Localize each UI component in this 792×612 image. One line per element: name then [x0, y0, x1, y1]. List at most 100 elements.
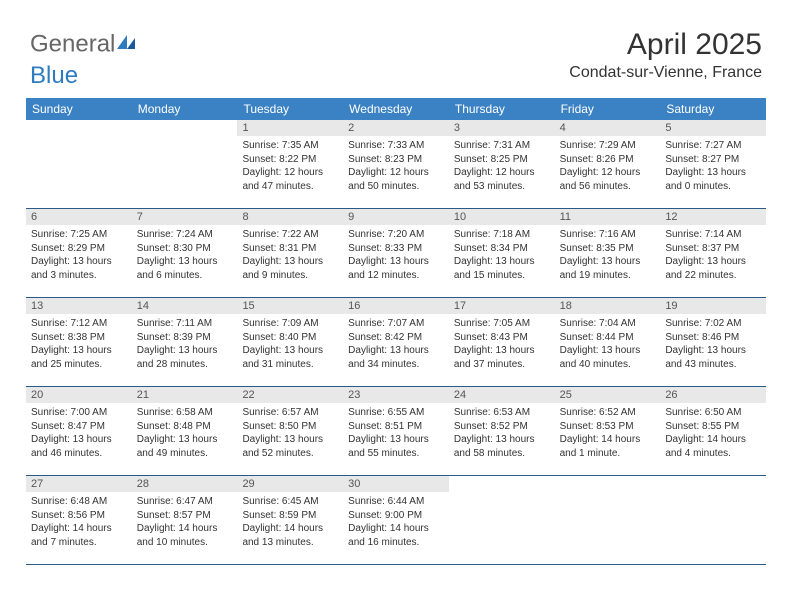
day-cell: 0: [660, 476, 766, 564]
date-number: 15: [237, 298, 343, 314]
daylight-text: Daylight: 14 hours and 7 minutes.: [31, 522, 127, 549]
day-header: Thursday: [449, 98, 555, 120]
day-body: Sunrise: 7:27 AMSunset: 8:27 PMDaylight:…: [660, 136, 766, 197]
logo-part2: Blue: [30, 62, 78, 89]
week-row: 001Sunrise: 7:35 AMSunset: 8:22 PMDaylig…: [26, 120, 766, 209]
date-number: 10: [449, 209, 555, 225]
sunset-text: Sunset: 8:48 PM: [137, 420, 233, 434]
daylight-text: Daylight: 13 hours and 12 minutes.: [348, 255, 444, 282]
daylight-text: Daylight: 13 hours and 46 minutes.: [31, 433, 127, 460]
date-number: 18: [555, 298, 661, 314]
week-row: 6Sunrise: 7:25 AMSunset: 8:29 PMDaylight…: [26, 209, 766, 298]
daylight-text: Daylight: 13 hours and 31 minutes.: [242, 344, 338, 371]
daylight-text: Daylight: 12 hours and 50 minutes.: [348, 166, 444, 193]
sunset-text: Sunset: 8:35 PM: [560, 242, 656, 256]
day-body: Sunrise: 7:14 AMSunset: 8:37 PMDaylight:…: [660, 225, 766, 286]
day-body: Sunrise: 7:12 AMSunset: 8:38 PMDaylight:…: [26, 314, 132, 375]
daylight-text: Daylight: 14 hours and 4 minutes.: [665, 433, 761, 460]
daylight-text: Daylight: 13 hours and 6 minutes.: [137, 255, 233, 282]
day-cell: 12Sunrise: 7:14 AMSunset: 8:37 PMDayligh…: [660, 209, 766, 297]
sunset-text: Sunset: 8:51 PM: [348, 420, 444, 434]
daylight-text: Daylight: 14 hours and 16 minutes.: [348, 522, 444, 549]
daylight-text: Daylight: 13 hours and 43 minutes.: [665, 344, 761, 371]
sunrise-text: Sunrise: 6:48 AM: [31, 495, 127, 509]
day-cell: 9Sunrise: 7:20 AMSunset: 8:33 PMDaylight…: [343, 209, 449, 297]
daylight-text: Daylight: 14 hours and 1 minute.: [560, 433, 656, 460]
sunrise-text: Sunrise: 7:27 AM: [665, 139, 761, 153]
sunset-text: Sunset: 8:37 PM: [665, 242, 761, 256]
sunset-text: Sunset: 8:30 PM: [137, 242, 233, 256]
day-body: Sunrise: 7:25 AMSunset: 8:29 PMDaylight:…: [26, 225, 132, 286]
day-body: Sunrise: 6:44 AMSunset: 9:00 PMDaylight:…: [343, 492, 449, 553]
sunset-text: Sunset: 8:40 PM: [242, 331, 338, 345]
date-number: 14: [132, 298, 238, 314]
sunrise-text: Sunrise: 7:00 AM: [31, 406, 127, 420]
day-body: Sunrise: 6:57 AMSunset: 8:50 PMDaylight:…: [237, 403, 343, 464]
day-body: Sunrise: 7:18 AMSunset: 8:34 PMDaylight:…: [449, 225, 555, 286]
sunrise-text: Sunrise: 7:12 AM: [31, 317, 127, 331]
daylight-text: Daylight: 13 hours and 49 minutes.: [137, 433, 233, 460]
date-number: 11: [555, 209, 661, 225]
day-body: Sunrise: 6:53 AMSunset: 8:52 PMDaylight:…: [449, 403, 555, 464]
location: Condat-sur-Vienne, France: [569, 64, 762, 82]
sunrise-text: Sunrise: 7:31 AM: [454, 139, 550, 153]
sunrise-text: Sunrise: 7:20 AM: [348, 228, 444, 242]
day-body: Sunrise: 7:33 AMSunset: 8:23 PMDaylight:…: [343, 136, 449, 197]
date-number: 13: [26, 298, 132, 314]
daylight-text: Daylight: 13 hours and 0 minutes.: [665, 166, 761, 193]
date-number: 8: [237, 209, 343, 225]
week-row: 20Sunrise: 7:00 AMSunset: 8:47 PMDayligh…: [26, 387, 766, 476]
day-cell: 11Sunrise: 7:16 AMSunset: 8:35 PMDayligh…: [555, 209, 661, 297]
sunset-text: Sunset: 8:53 PM: [560, 420, 656, 434]
day-cell: 0: [132, 120, 238, 208]
day-cell: 24Sunrise: 6:53 AMSunset: 8:52 PMDayligh…: [449, 387, 555, 475]
date-number: 24: [449, 387, 555, 403]
date-number: 9: [343, 209, 449, 225]
day-body: Sunrise: 7:00 AMSunset: 8:47 PMDaylight:…: [26, 403, 132, 464]
day-cell: 22Sunrise: 6:57 AMSunset: 8:50 PMDayligh…: [237, 387, 343, 475]
date-number: 2: [343, 120, 449, 136]
date-number: 30: [343, 476, 449, 492]
daylight-text: Daylight: 13 hours and 34 minutes.: [348, 344, 444, 371]
day-cell: 30Sunrise: 6:44 AMSunset: 9:00 PMDayligh…: [343, 476, 449, 564]
date-number: 21: [132, 387, 238, 403]
day-cell: 15Sunrise: 7:09 AMSunset: 8:40 PMDayligh…: [237, 298, 343, 386]
sunset-text: Sunset: 8:39 PM: [137, 331, 233, 345]
daylight-text: Daylight: 12 hours and 56 minutes.: [560, 166, 656, 193]
daylight-text: Daylight: 13 hours and 58 minutes.: [454, 433, 550, 460]
sunset-text: Sunset: 8:44 PM: [560, 331, 656, 345]
sunrise-text: Sunrise: 7:14 AM: [665, 228, 761, 242]
day-body: Sunrise: 7:22 AMSunset: 8:31 PMDaylight:…: [237, 225, 343, 286]
day-body: Sunrise: 7:20 AMSunset: 8:33 PMDaylight:…: [343, 225, 449, 286]
day-cell: 8Sunrise: 7:22 AMSunset: 8:31 PMDaylight…: [237, 209, 343, 297]
day-body: Sunrise: 7:24 AMSunset: 8:30 PMDaylight:…: [132, 225, 238, 286]
day-cell: 5Sunrise: 7:27 AMSunset: 8:27 PMDaylight…: [660, 120, 766, 208]
calendar: SundayMondayTuesdayWednesdayThursdayFrid…: [26, 98, 766, 565]
day-cell: 7Sunrise: 7:24 AMSunset: 8:30 PMDaylight…: [132, 209, 238, 297]
sunset-text: Sunset: 8:23 PM: [348, 153, 444, 167]
day-cell: 27Sunrise: 6:48 AMSunset: 8:56 PMDayligh…: [26, 476, 132, 564]
day-header: Monday: [132, 98, 238, 120]
sunset-text: Sunset: 8:25 PM: [454, 153, 550, 167]
sunrise-text: Sunrise: 6:58 AM: [137, 406, 233, 420]
day-header: Friday: [555, 98, 661, 120]
day-body: Sunrise: 7:11 AMSunset: 8:39 PMDaylight:…: [132, 314, 238, 375]
sunrise-text: Sunrise: 7:25 AM: [31, 228, 127, 242]
day-header: Saturday: [660, 98, 766, 120]
sunset-text: Sunset: 8:29 PM: [31, 242, 127, 256]
daylight-text: Daylight: 13 hours and 19 minutes.: [560, 255, 656, 282]
sunrise-text: Sunrise: 6:53 AM: [454, 406, 550, 420]
sunset-text: Sunset: 9:00 PM: [348, 509, 444, 523]
date-number: 16: [343, 298, 449, 314]
day-body: Sunrise: 7:05 AMSunset: 8:43 PMDaylight:…: [449, 314, 555, 375]
day-cell: 16Sunrise: 7:07 AMSunset: 8:42 PMDayligh…: [343, 298, 449, 386]
sunrise-text: Sunrise: 7:11 AM: [137, 317, 233, 331]
daylight-text: Daylight: 13 hours and 3 minutes.: [31, 255, 127, 282]
date-number: 25: [555, 387, 661, 403]
day-cell: 19Sunrise: 7:02 AMSunset: 8:46 PMDayligh…: [660, 298, 766, 386]
sunrise-text: Sunrise: 6:44 AM: [348, 495, 444, 509]
day-cell: 25Sunrise: 6:52 AMSunset: 8:53 PMDayligh…: [555, 387, 661, 475]
day-header: Wednesday: [343, 98, 449, 120]
date-number: 1: [237, 120, 343, 136]
title-block: April 2025 Condat-sur-Vienne, France: [569, 28, 762, 82]
